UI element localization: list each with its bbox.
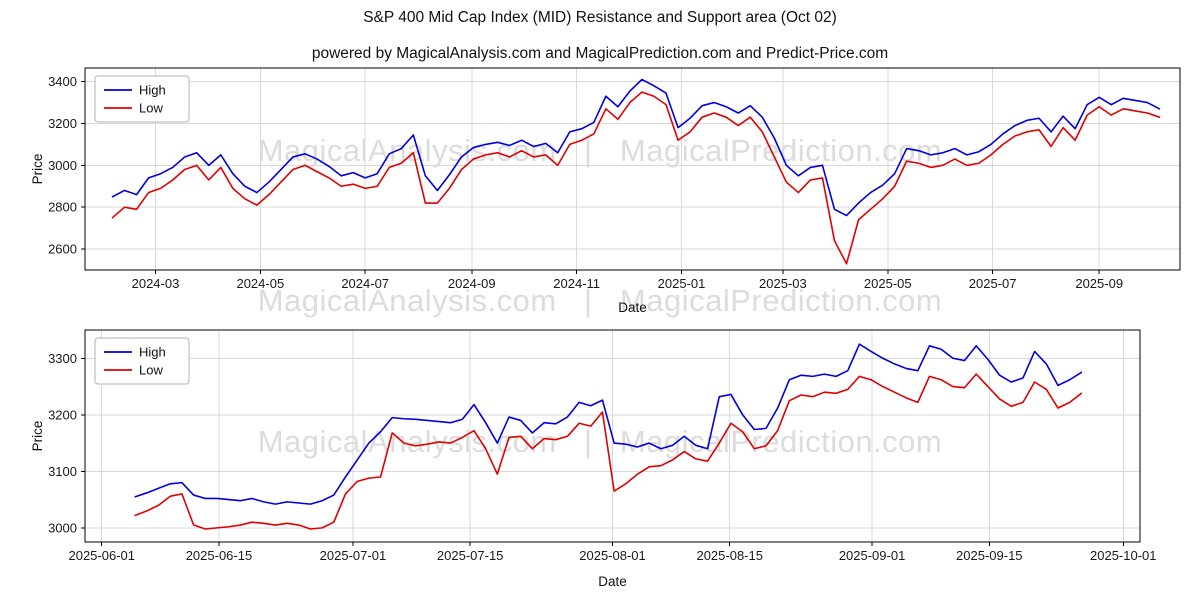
svg-text:2025-01: 2025-01 xyxy=(658,276,706,291)
svg-text:2025-03: 2025-03 xyxy=(759,276,807,291)
svg-text:2800: 2800 xyxy=(48,200,77,215)
svg-text:2024-09: 2024-09 xyxy=(448,276,496,291)
svg-text:2025-08-01: 2025-08-01 xyxy=(579,548,646,563)
figure-subtitle: powered by MagicalAnalysis.com and Magic… xyxy=(311,45,889,62)
svg-text:2025-06-15: 2025-06-15 xyxy=(186,548,253,563)
svg-text:High: High xyxy=(139,83,166,98)
svg-text:3200: 3200 xyxy=(48,407,77,422)
svg-text:3000: 3000 xyxy=(48,520,77,535)
svg-text:2024-03: 2024-03 xyxy=(132,276,180,291)
series-line-low xyxy=(134,373,1083,530)
watermark-middle: MagicalAnalysis.com | MagicalPrediction.… xyxy=(257,283,943,318)
svg-text:2025-07-01: 2025-07-01 xyxy=(320,548,387,563)
svg-text:2025-10-01: 2025-10-01 xyxy=(1090,548,1157,563)
svg-text:2024-07: 2024-07 xyxy=(341,276,389,291)
svg-text:2025-05: 2025-05 xyxy=(864,276,912,291)
svg-text:3000: 3000 xyxy=(48,158,77,173)
svg-text:2600: 2600 xyxy=(48,242,77,257)
svg-text:2024-05: 2024-05 xyxy=(236,276,284,291)
svg-text:3400: 3400 xyxy=(48,74,77,89)
watermark-bottom: MagicalAnalysis.com | MagicalPrediction.… xyxy=(257,424,943,459)
svg-text:Price: Price xyxy=(30,154,45,185)
figure-title: S&P 400 Mid Cap Index (MID) Resistance a… xyxy=(363,9,837,26)
svg-text:High: High xyxy=(139,345,166,360)
series-line-high xyxy=(134,343,1083,505)
bottom-chart: 2025-06-01 2025-06-15 2025-07-01 2025-07-15… xyxy=(0,320,1200,600)
svg-text:2025-08-15: 2025-08-15 xyxy=(696,548,763,563)
svg-text:3300: 3300 xyxy=(48,351,77,366)
series-line-low xyxy=(111,91,1161,265)
svg-text:2025-09-15: 2025-09-15 xyxy=(956,548,1023,563)
svg-text:Low: Low xyxy=(139,101,163,116)
svg-text:Date: Date xyxy=(618,300,647,315)
svg-text:3100: 3100 xyxy=(48,464,77,479)
svg-text:2025-07: 2025-07 xyxy=(969,276,1017,291)
svg-text:2025-06-01: 2025-06-01 xyxy=(68,548,135,563)
series-line-high xyxy=(111,78,1161,217)
svg-text:3200: 3200 xyxy=(48,116,77,131)
top-chart: 2024-03 2024-05 2024-07 2024-09 2024-11 2025-… xyxy=(0,60,1200,325)
svg-text:2025-09-01: 2025-09-01 xyxy=(839,548,906,563)
svg-text:2024-11: 2024-11 xyxy=(553,276,600,291)
svg-text:2025-09: 2025-09 xyxy=(1075,276,1123,291)
svg-text:Date: Date xyxy=(598,574,627,589)
svg-text:2025-07-15: 2025-07-15 xyxy=(437,548,504,563)
svg-text:Price: Price xyxy=(30,421,45,452)
svg-text:Low: Low xyxy=(139,363,163,378)
